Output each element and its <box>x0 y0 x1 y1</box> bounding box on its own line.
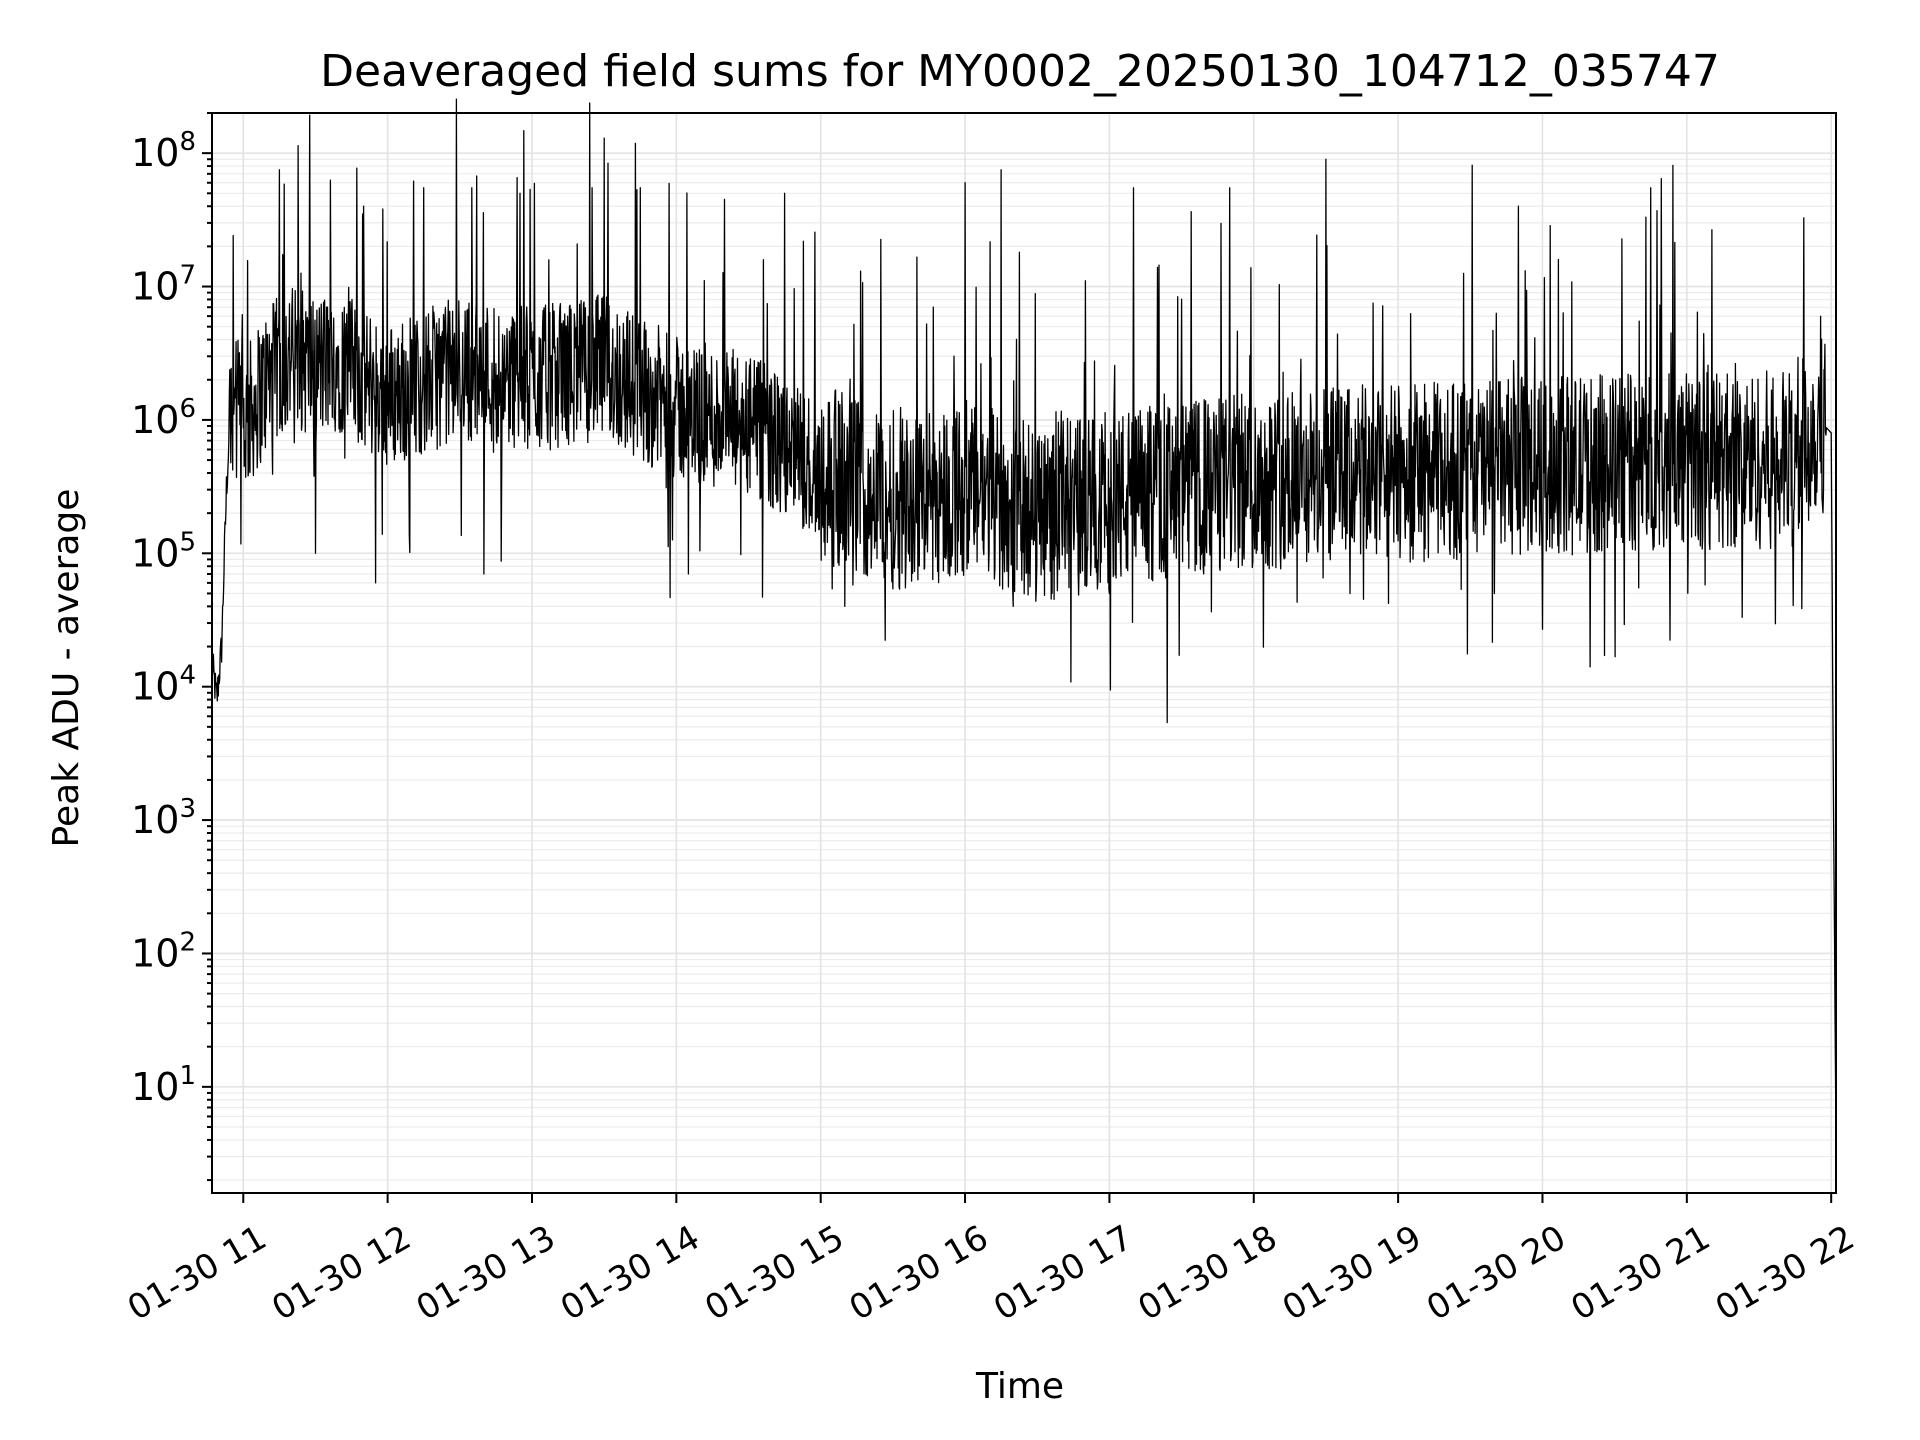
series-line <box>211 98 1837 1140</box>
x-tick-label: 01-30 20 <box>1420 1218 1572 1329</box>
x-tick-label: 01-30 11 <box>121 1218 273 1329</box>
y-axis-label: Peak ADU - average <box>46 489 87 848</box>
x-tick-label: 01-30 15 <box>698 1218 850 1329</box>
y-tick-label: 105 <box>131 527 196 575</box>
x-tick-label: 01-30 19 <box>1276 1218 1428 1329</box>
chart-title: Deaveraged field sums for MY0002_2025013… <box>320 46 1720 97</box>
y-tick-label: 107 <box>131 261 196 309</box>
y-tick-label: 108 <box>131 127 196 175</box>
x-tick-label: 01-30 22 <box>1709 1218 1861 1329</box>
y-tick-label: 102 <box>131 927 196 975</box>
y-tick-label: 106 <box>131 394 196 442</box>
grid-lines <box>212 112 1836 1193</box>
x-tick-label: 01-30 13 <box>410 1218 562 1329</box>
y-tick-label: 104 <box>131 661 196 709</box>
x-axis-label: Time <box>975 1366 1064 1407</box>
x-tick-label: 01-30 21 <box>1565 1218 1717 1329</box>
x-tick-label: 01-30 14 <box>554 1218 706 1329</box>
x-tick-label: 01-30 16 <box>843 1218 995 1329</box>
x-tick-label: 01-30 12 <box>265 1218 417 1329</box>
x-tick-label: 01-30 18 <box>1131 1218 1283 1329</box>
x-tick-label: 01-30 17 <box>987 1218 1139 1329</box>
y-axis-ticks: 101 102 103 104 105 106 107 108 <box>131 112 212 1182</box>
plot-frame <box>211 112 1837 1194</box>
y-tick-label: 103 <box>131 794 196 842</box>
y-tick-label: 101 <box>131 1061 196 1109</box>
